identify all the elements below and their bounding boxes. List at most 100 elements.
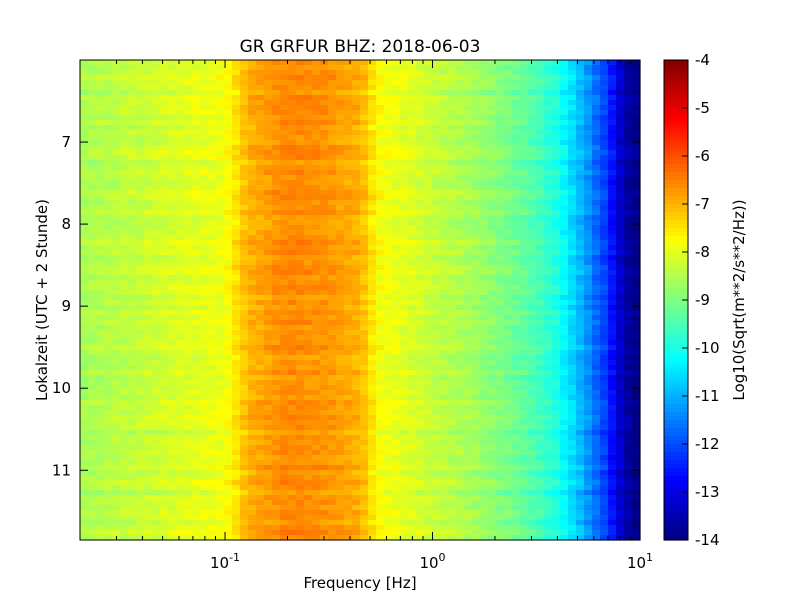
heatmap-cell [432,470,441,476]
heatmap-cell [192,255,201,261]
heatmap-cell [448,255,457,261]
heatmap-cell [120,520,129,526]
heatmap-cell [240,505,249,511]
heatmap-cell [424,280,433,286]
heatmap-cell [400,515,409,521]
heatmap-cell [160,245,169,251]
heatmap-cell [464,490,473,496]
heatmap-cell [216,305,225,311]
heatmap-cell [408,85,417,91]
heatmap-cell [320,440,329,446]
heatmap-cell [216,395,225,401]
heatmap-cell [440,275,449,281]
heatmap-cell [440,170,449,176]
heatmap-cell [416,255,425,261]
heatmap-cell [464,85,473,91]
heatmap-cell [352,170,361,176]
heatmap-cell [136,325,145,331]
heatmap-cell [440,205,449,211]
heatmap-cell [432,290,441,296]
heatmap-cell [376,165,385,171]
heatmap-cell [144,65,153,71]
heatmap-cell [352,290,361,296]
heatmap-cell [448,185,457,191]
heatmap-cell [424,370,433,376]
heatmap-cell [208,195,217,201]
heatmap-cell [96,530,105,536]
heatmap-cell [216,245,225,251]
heatmap-cell [320,200,329,206]
heatmap-cell [256,130,265,136]
heatmap-cell [216,290,225,296]
heatmap-cell [104,270,113,276]
heatmap-cell [456,235,465,241]
heatmap-cell [472,275,481,281]
heatmap-cell [416,450,425,456]
heatmap-cell [224,165,233,171]
heatmap-cell [384,215,393,221]
heatmap-cell [192,515,201,521]
heatmap-cell [104,290,113,296]
heatmap-cell [328,395,337,401]
heatmap-cell [152,80,161,86]
heatmap-cell [288,370,297,376]
heatmap-cell [328,125,337,131]
heatmap-cell [88,75,97,81]
heatmap-cell [344,70,353,76]
heatmap-cell [488,450,497,456]
heatmap-cell [360,510,369,516]
heatmap-cell [424,365,433,371]
heatmap-cell [440,270,449,276]
heatmap-cell [376,515,385,521]
heatmap-cell [192,140,201,146]
heatmap-cell [472,480,481,486]
heatmap-cell [448,245,457,251]
heatmap-cell [448,400,457,406]
heatmap-cell [456,85,465,91]
heatmap-cell [168,325,177,331]
heatmap-cell [240,500,249,506]
heatmap-cell [184,275,193,281]
heatmap-cell [360,70,369,76]
heatmap-cell [376,90,385,96]
heatmap-cell [416,380,425,386]
heatmap-cell [408,120,417,126]
heatmap-cell [256,200,265,206]
heatmap-cell [360,165,369,171]
heatmap-cell [304,95,313,101]
heatmap-cell [304,355,313,361]
heatmap-cell [120,320,129,326]
heatmap-cell [432,340,441,346]
heatmap-cell [384,80,393,86]
heatmap-cell [232,290,241,296]
heatmap-cell [336,340,345,346]
heatmap-cell [424,215,433,221]
heatmap-cell [96,225,105,231]
heatmap-cell [256,420,265,426]
heatmap-cell [152,245,161,251]
heatmap-cell [392,225,401,231]
heatmap-cell [416,265,425,271]
heatmap-cell [232,75,241,81]
heatmap-cell [80,485,89,491]
heatmap-cell [256,280,265,286]
heatmap-cell [312,390,321,396]
heatmap-cell [320,380,329,386]
heatmap-cell [456,510,465,516]
heatmap-cell [344,485,353,491]
heatmap-cell [344,230,353,236]
heatmap-cell [96,420,105,426]
heatmap-cell [208,355,217,361]
heatmap-cell [296,530,305,536]
heatmap-cell [464,375,473,381]
heatmap-cell [120,515,129,521]
heatmap-cell [232,335,241,341]
heatmap-cell [416,165,425,171]
heatmap-cell [240,95,249,101]
heatmap-cell [160,75,169,81]
heatmap-cell [112,90,121,96]
heatmap-cell [200,170,209,176]
heatmap-cell [280,125,289,131]
heatmap-cell [176,390,185,396]
heatmap-cell [256,90,265,96]
